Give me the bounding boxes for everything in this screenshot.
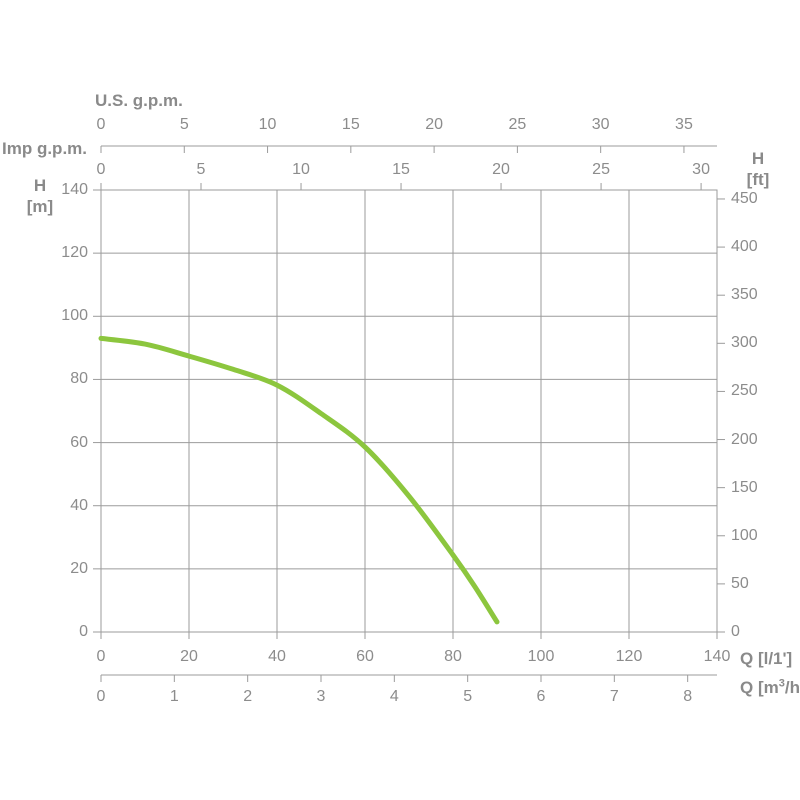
q-m3h-title-sup: 3 xyxy=(778,677,785,690)
q-m3h-tick-label: 0 xyxy=(96,688,106,705)
q-m3h-tick-label: 3 xyxy=(316,688,326,705)
q-l1-tick-label: 100 xyxy=(527,648,555,665)
imp-gpm-tick-label: 5 xyxy=(196,161,206,178)
us-gpm-axis-title: U.S. g.p.m. xyxy=(95,91,183,110)
head-ft-tick-label: 300 xyxy=(731,334,758,352)
q-l1-tick-label: 40 xyxy=(268,648,286,665)
q-m3h-tick-label: 6 xyxy=(536,688,546,705)
head-m-axis-title: H [m] xyxy=(16,175,64,217)
us-gpm-tick-label: 0 xyxy=(96,116,106,133)
us-gpm-tick-label: 15 xyxy=(341,116,360,133)
us-gpm-tick-label: 5 xyxy=(179,116,189,133)
head-m-tick-label: 60 xyxy=(70,433,88,451)
imp-gpm-axis-title: Imp g.p.m. xyxy=(2,139,87,158)
plot-border xyxy=(100,189,718,633)
q-l1-axis-title: Q [l/1'] xyxy=(740,649,793,668)
us-gpm-tick-label: 35 xyxy=(675,116,693,133)
head-ft-tick-label: 350 xyxy=(731,286,758,304)
us-gpm-tick-label: 30 xyxy=(591,116,610,133)
imp-gpm-tick-label: 25 xyxy=(592,161,610,178)
q-l1-tick-label: 80 xyxy=(444,648,462,665)
q-m3h-tick-label: 4 xyxy=(389,688,399,705)
head-ft-axis-title: H [ft] xyxy=(736,148,780,190)
imp-gpm-tick-label: 0 xyxy=(96,161,106,178)
imp-gpm-tick-label: 15 xyxy=(392,161,410,178)
head-m-tick-label: 20 xyxy=(70,559,88,577)
q-m3h-tick-label: 7 xyxy=(609,688,619,705)
q-l1-tick-label: 0 xyxy=(96,648,106,665)
q-m3h-tick-label: 8 xyxy=(683,688,693,705)
q-l1-tick-label: 120 xyxy=(615,648,643,665)
head-m-tick-label: 140 xyxy=(61,181,88,198)
us-gpm-tick-label: 10 xyxy=(258,116,277,133)
head-m-axis-title-line1: H xyxy=(33,176,47,195)
q-l1-tick-label: 140 xyxy=(703,648,731,665)
q-m3h-title-prefix: Q [m xyxy=(740,678,779,697)
imp-gpm-tick-label: 10 xyxy=(292,161,310,178)
head-ft-axis-title-line2: [ft] xyxy=(746,170,770,189)
q-m3h-tick-label: 2 xyxy=(243,688,253,705)
head-ft-tick-label: 0 xyxy=(731,623,740,640)
head-ft-tick-label: 450 xyxy=(731,189,758,207)
q-l1-tick-label: 20 xyxy=(180,648,198,665)
imp-gpm-tick-label: 30 xyxy=(692,161,710,178)
us-gpm-tick-label: 20 xyxy=(425,116,444,133)
head-m-tick-label: 0 xyxy=(79,623,88,640)
q-m3h-tick-label: 5 xyxy=(463,688,473,705)
q-m3h-axis-title: Q [m3/h] xyxy=(740,677,800,697)
imp-gpm-tick-label: 20 xyxy=(492,161,510,178)
head-m-axis-title-line2: [m] xyxy=(26,197,54,216)
head-ft-tick-label: 400 xyxy=(731,238,758,256)
head-ft-tick-label: 100 xyxy=(731,526,758,544)
us-gpm-tick-label: 25 xyxy=(508,116,527,133)
head-ft-axis-title-line1: H xyxy=(751,149,765,168)
pump-head-curve xyxy=(98,335,500,625)
head-m-tick-label: 40 xyxy=(70,496,88,514)
q-m3h-title-suffix: /h] xyxy=(784,678,800,697)
head-ft-tick-label: 200 xyxy=(731,430,758,448)
head-ft-tick-label: 50 xyxy=(731,574,749,592)
head-ft-tick-label: 250 xyxy=(731,382,758,400)
q-l1-tick-label: 60 xyxy=(356,648,374,665)
head-m-tick-label: 120 xyxy=(61,244,88,262)
q-m3h-tick-label: 1 xyxy=(169,688,179,705)
head-ft-tick-label: 150 xyxy=(731,478,758,496)
head-m-tick-label: 80 xyxy=(70,370,88,388)
head-m-tick-label: 100 xyxy=(61,307,88,325)
